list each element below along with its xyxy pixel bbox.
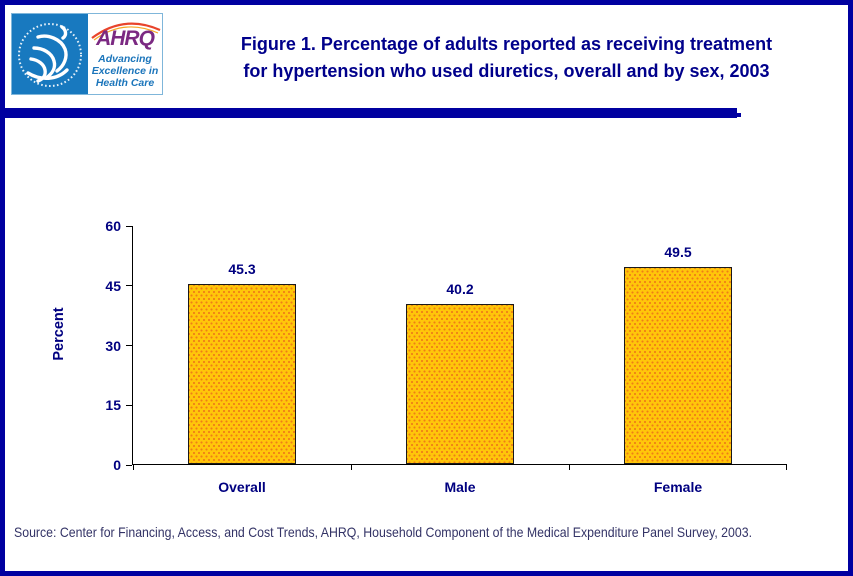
y-axis-tick	[126, 225, 132, 227]
hhs-eagle-icon	[18, 23, 82, 87]
figure-title-line2: for hypertension who used diuretics, ove…	[243, 61, 770, 81]
x-axis-category-label: Male	[444, 479, 476, 495]
source-note: Source: Center for Financing, Access, an…	[14, 524, 753, 540]
bar-slot-overall: 45.3 Overall	[133, 226, 351, 495]
ahrq-swoosh-icon	[91, 22, 161, 41]
ahrq-logo: AHRQ Advancing Excellence in Health Care	[88, 14, 162, 94]
bar-value-label: 49.5	[664, 243, 692, 260]
y-axis-tick-label: 30	[105, 337, 121, 354]
figure-title: Figure 1. Percentage of adults reported …	[165, 31, 848, 85]
bar-overall	[188, 283, 296, 464]
x-axis-tick	[133, 464, 134, 470]
ahrq-tagline: Advancing Excellence in Health Care	[91, 53, 159, 90]
bar-slot-male: 40.2 Male	[351, 226, 569, 495]
y-axis-tick-label: 60	[105, 218, 121, 234]
figure-title-line1: Figure 1. Percentage of adults reported …	[240, 34, 773, 54]
y-axis-tick	[126, 285, 132, 287]
y-axis-tick-label: 45	[105, 277, 121, 294]
bar-male	[406, 303, 514, 464]
y-axis-tick	[126, 464, 132, 466]
x-axis-category-label: Overall	[218, 479, 266, 495]
x-axis-category-label: Female	[653, 479, 703, 495]
header-divider-rule	[5, 108, 741, 118]
ahrq-hhs-logo: AHRQ Advancing Excellence in Health Care	[11, 13, 163, 95]
plot-area: 0 15 30 45 60 45.3 Overall 40.2 Male 49.5 Female	[105, 219, 787, 495]
y-axis-tick-label: 15	[105, 397, 121, 414]
bar-female	[624, 266, 732, 464]
x-axis-tick	[569, 464, 570, 470]
y-axis-tick	[126, 345, 132, 346]
bar-value-label: 45.3	[228, 260, 256, 277]
hhs-seal	[12, 14, 88, 94]
y-axis-title: Percent	[51, 307, 67, 361]
x-axis-tick	[786, 464, 787, 470]
y-axis-tick	[126, 404, 132, 406]
bar-value-label: 40.2	[446, 280, 474, 297]
ahrq-acronym: AHRQ	[96, 27, 155, 50]
x-axis-tick	[351, 464, 352, 470]
y-axis-tick-label: 0	[113, 457, 121, 473]
bar-slot-female: 49.5 Female	[569, 226, 787, 495]
